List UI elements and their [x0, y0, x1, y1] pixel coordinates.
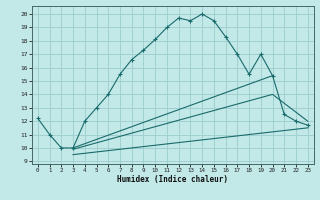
X-axis label: Humidex (Indice chaleur): Humidex (Indice chaleur) — [117, 175, 228, 184]
